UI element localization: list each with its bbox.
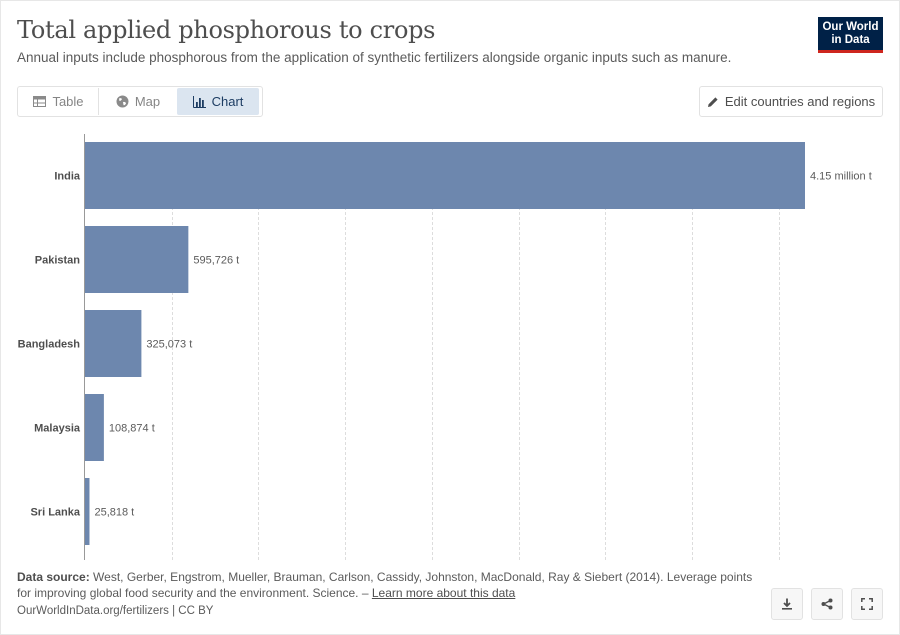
view-tabs: Table Map Chart [17,86,263,117]
bar-chart: India 4.15 million t Pakistan 595,726 t Bang… [18,134,872,560]
fullscreen-button[interactable] [851,588,883,620]
download-icon [782,598,792,610]
value-label: 25,818 t [94,507,134,519]
table-icon [33,96,47,107]
tab-chart-label: Chart [211,94,244,109]
bar[interactable] [85,142,805,209]
value-label: 4.15 million t [810,171,872,183]
data-source-label: Data source: [17,570,90,584]
owid-logo[interactable]: Our World in Data [818,17,883,53]
category-label: Bangladesh [18,339,81,351]
category-label: Pakistan [35,255,81,267]
category-label: India [54,171,81,183]
category-label: Sri Lanka [30,507,80,519]
tab-map-label: Map [134,94,161,109]
footer-url: OurWorldInData.org/fertilizers | CC BY [17,605,214,617]
tab-table-label: Table [52,94,84,109]
fullscreen-icon [861,598,873,610]
chart-title: Total applied phosphorous to crops [17,16,436,44]
learn-more-link[interactable]: Learn more about this data [371,586,516,600]
edit-countries-label: Edit countries and regions [724,94,876,109]
share-icon [821,598,833,610]
value-label: 325,073 t [146,339,192,351]
value-label: 595,726 t [193,255,239,267]
data-source-text: West, Gerber, Engstrom, Mueller, Brauman… [17,570,753,600]
data-source: Data source: West, Gerber, Engstrom, Mue… [17,569,757,601]
bar[interactable] [85,394,104,461]
logo-line-2: in Data [831,34,870,46]
bar[interactable] [85,478,90,545]
tab-map[interactable]: Map [99,88,177,115]
edit-countries-button[interactable]: Edit countries and regions [699,86,883,117]
tab-table[interactable]: Table [19,88,99,115]
logo-line-1: Our World [822,21,879,33]
pencil-icon [707,96,718,107]
globe-icon [116,95,129,108]
share-button[interactable] [811,588,843,620]
chart-subtitle: Annual inputs include phosphorous from t… [17,50,732,65]
bar-chart-icon [192,95,206,108]
category-label: Malaysia [34,423,81,435]
download-button[interactable] [771,588,803,620]
bar[interactable] [85,226,189,293]
value-label: 108,874 t [109,423,155,435]
tab-chart[interactable]: Chart [177,88,259,115]
bar[interactable] [85,310,142,377]
